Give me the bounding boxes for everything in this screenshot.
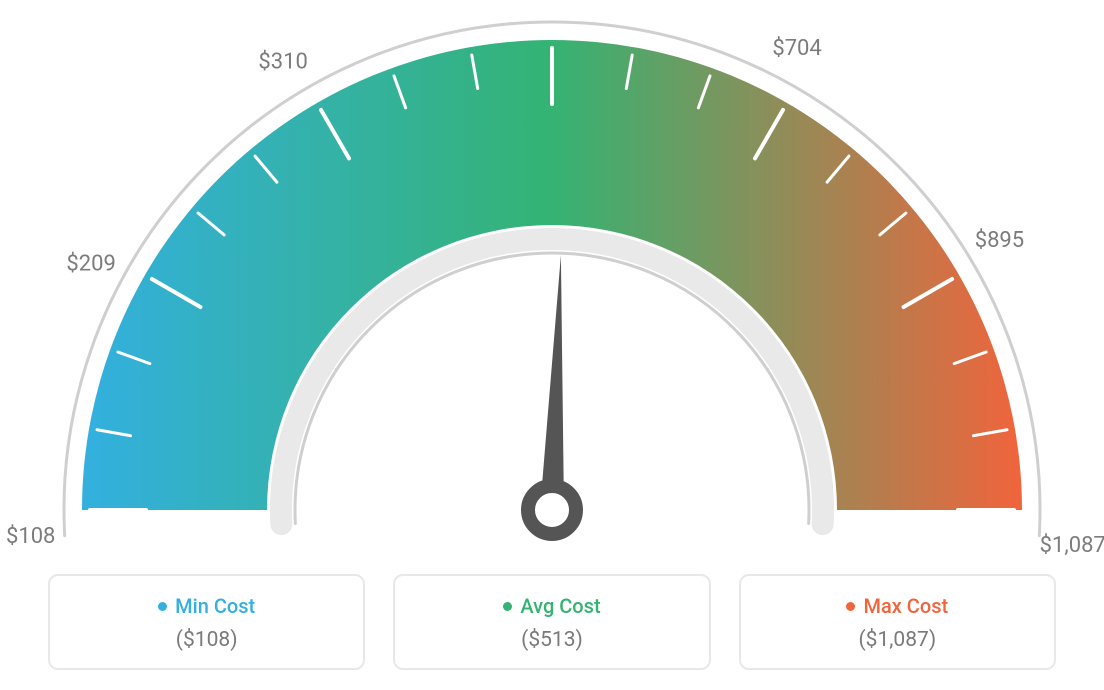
gauge-tick-label: $704 [772, 36, 821, 61]
legend-title-avg: Avg Cost [503, 594, 600, 618]
gauge-tick-label: $1,087 [1040, 533, 1104, 558]
dot-icon [158, 602, 167, 611]
legend-label-avg: Avg Cost [520, 594, 600, 618]
legend-value-max: ($1,087) [751, 628, 1044, 652]
legend-card-min: Min Cost ($108) [48, 574, 365, 670]
gauge-tick-label: $310 [258, 49, 307, 74]
legend-card-max: Max Cost ($1,087) [739, 574, 1056, 670]
legend-value-avg: ($513) [405, 628, 698, 652]
gauge-tick-label: $895 [975, 228, 1024, 253]
gauge-svg: $108$209$310$513$704$895$1,087 [0, 0, 1104, 560]
gauge-wrap: $108$209$310$513$704$895$1,087 [0, 0, 1104, 560]
legend-row: Min Cost ($108) Avg Cost ($513) Max Cost… [0, 574, 1104, 670]
legend-title-max: Max Cost [846, 594, 948, 618]
legend-label-min: Min Cost [175, 594, 255, 618]
gauge-tick-label: $209 [66, 252, 115, 277]
legend-title-min: Min Cost [158, 594, 255, 618]
dot-icon [503, 602, 512, 611]
legend-card-avg: Avg Cost ($513) [393, 574, 710, 670]
dot-icon [846, 602, 855, 611]
gauge-hub [528, 486, 576, 534]
gauge-needle [540, 255, 564, 510]
legend-label-max: Max Cost [863, 594, 948, 618]
legend-value-min: ($108) [60, 628, 353, 652]
gauge-tick-label: $108 [6, 524, 55, 549]
